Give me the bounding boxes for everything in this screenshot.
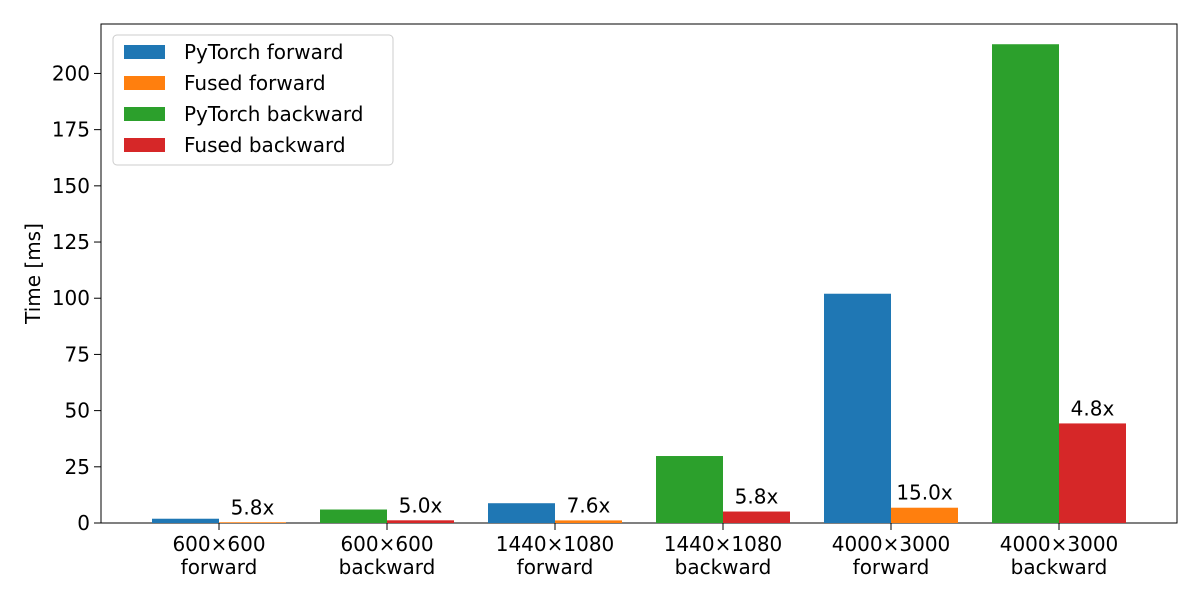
speedup-label: 5.0x (399, 493, 443, 517)
x-tick-label: 600×600 backward (339, 532, 436, 579)
bar (219, 522, 286, 523)
y-tick-label: 100 (52, 286, 90, 310)
legend-swatch (124, 138, 165, 152)
bar (387, 520, 454, 523)
y-tick-label: 0 (77, 511, 90, 535)
bar-labels: 5.8x 5.0x 7.6x 5.8x 15.0x 4.8x (231, 396, 1115, 519)
speedup-label: 7.6x (567, 493, 611, 517)
y-axis-title: Time [ms] (21, 223, 45, 325)
bar (1059, 423, 1126, 523)
bar (723, 511, 790, 523)
legend-entry: Fused forward (184, 71, 326, 95)
plot-frame (100, 23, 1178, 524)
legend-box (112, 34, 394, 166)
bar (555, 520, 622, 523)
y-tick-label: 175 (52, 118, 90, 142)
x-tick-label: 600×600 forward (172, 532, 265, 579)
x-tick-label: 1440×1080 backward (664, 532, 783, 579)
bars (152, 44, 1126, 523)
speedup-label: 15.0x (896, 481, 953, 505)
speedup-label: 5.8x (735, 485, 779, 509)
axes: 0 25 50 75 100 125 150 175 200 600×600 forward 600×… (52, 23, 1178, 579)
bar (891, 507, 958, 523)
legend: PyTorch forward Fused forward PyTorch back… (112, 34, 394, 166)
legend-swatch (124, 107, 165, 121)
y-tick-label: 50 (65, 399, 90, 423)
legend-swatch (124, 76, 165, 90)
speedup-label: 4.8x (1071, 396, 1115, 420)
speedup-label: 5.8x (231, 495, 275, 519)
bar (824, 293, 891, 523)
bar (320, 509, 387, 523)
bar (152, 518, 219, 523)
legend-entry: Fused backward (184, 133, 346, 157)
x-tick-label: 4000×3000 forward (832, 532, 951, 579)
bar (488, 503, 555, 523)
y-tick-label: 25 (65, 455, 90, 479)
legend-swatch (124, 45, 165, 59)
y-tick-label: 125 (52, 230, 90, 254)
x-tick-label: 1440×1080 forward (496, 532, 615, 579)
y-tick-label: 75 (65, 342, 90, 366)
legend-entry: PyTorch backward (184, 102, 363, 126)
y-tick-label: 200 (52, 61, 90, 85)
x-tick-label: 4000×3000 backward (1000, 532, 1119, 579)
bar (656, 456, 723, 523)
bar (992, 44, 1059, 523)
legend-entry: PyTorch forward (184, 40, 343, 64)
y-tick-label: 150 (52, 174, 90, 198)
